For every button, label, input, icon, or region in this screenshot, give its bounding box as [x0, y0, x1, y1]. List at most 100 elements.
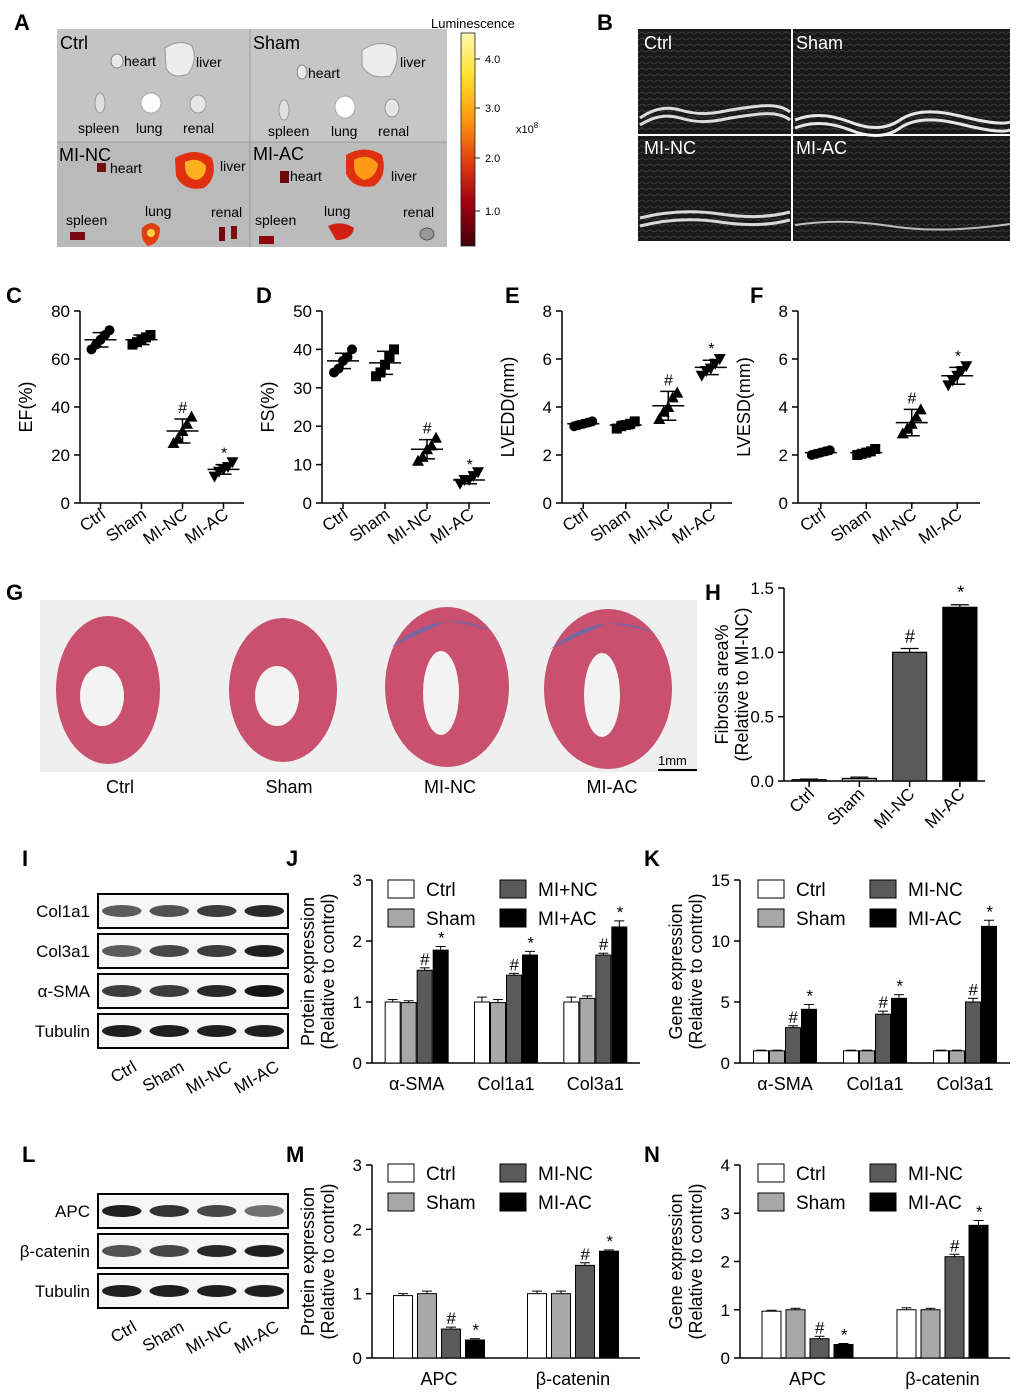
echo-label-minc: MI-NC	[644, 138, 696, 158]
organ-heart-sham	[296, 64, 308, 80]
x-tick-label: MI-NC	[384, 505, 435, 549]
legend-label: Sham	[796, 1193, 846, 1214]
colorbar	[460, 32, 476, 247]
significance-mark: *	[956, 583, 964, 603]
data-point-triangle	[181, 417, 193, 429]
panel-letter-m: M	[286, 1142, 304, 1167]
echo-label-sham: Sham	[796, 33, 843, 53]
legend-swatch	[387, 1163, 415, 1183]
significance-mark: #	[905, 626, 916, 646]
legend: Ctrl Sham MI-NC MI-AC	[757, 1163, 963, 1214]
panel-letter-f: F	[750, 283, 763, 308]
legend-swatch	[387, 908, 415, 928]
y-tick-label: 8	[543, 302, 552, 321]
legend-label: Ctrl	[796, 880, 826, 901]
bar-mi-ac	[599, 1250, 619, 1359]
y-tick-label: 3	[353, 871, 362, 890]
y-tick-label: 10	[293, 456, 312, 475]
organ-label-spleen: spleen	[255, 212, 296, 228]
y-axis-label-2: (Relative to control)	[318, 893, 338, 1049]
colorbar-title: Luminescence	[431, 16, 515, 31]
blot-lane-label: MI-NC	[183, 1057, 235, 1098]
data-point-square	[375, 367, 386, 378]
organ-label-renal: renal	[211, 204, 242, 220]
data-point-square	[870, 444, 881, 454]
blot-row-label: Col3a1	[36, 942, 90, 961]
blot-band	[102, 905, 142, 917]
significance-mark: *	[954, 348, 961, 365]
y-tick-label: 1	[353, 1285, 362, 1304]
legend-swatch	[757, 1163, 785, 1183]
legend-label: Sham	[426, 909, 476, 930]
x-tick-label: Col3a1	[936, 1074, 993, 1094]
bar-ctrl	[933, 1050, 949, 1064]
organ-label-lung: lung	[324, 203, 350, 219]
legend: Ctrl Sham MI-NC MI-AC	[387, 1163, 593, 1214]
x-tick-label: MI-AC	[181, 505, 231, 548]
organ-renal-miac	[419, 227, 435, 241]
blot-i: Col1a1 Col3a1 α-SMA Tubulin Ctrl ShamMI-NCMI-…	[35, 893, 289, 1098]
legend-label: MI-AC	[908, 1193, 962, 1214]
panel-letter-d: D	[256, 283, 272, 308]
y-tick-label: 10	[711, 932, 730, 951]
significance-mark: *	[806, 986, 814, 1005]
x-tick-label: Ctrl	[786, 784, 818, 816]
y-tick-label: 2	[543, 446, 552, 465]
significance-mark: #	[968, 980, 978, 999]
blot-lane-label: MI-AC	[231, 1057, 282, 1098]
organ-spleen-sham	[278, 99, 290, 121]
y-axis-label: Gene expression	[666, 903, 686, 1039]
bar-mi-nc	[595, 954, 612, 1064]
y-axis-label-2: (Relative to control)	[686, 893, 706, 1049]
heart-section-ac	[544, 609, 672, 769]
organ-heart-minc	[97, 163, 106, 172]
organ-label-liver: liver	[391, 168, 417, 184]
significance-mark: *	[986, 902, 994, 921]
colorbar-tick-label: 3.0	[485, 103, 500, 115]
legend-label: Sham	[426, 1193, 476, 1214]
bar-sham	[769, 1050, 785, 1064]
organ-label-spleen: spleen	[66, 212, 107, 228]
significance-mark: *	[616, 903, 624, 922]
chart-j: 0 1 2 3 Protein expression (Relative to contr…	[298, 871, 640, 1094]
organ-renal-ctrl	[189, 94, 207, 114]
x-tick-label: Col3a1	[567, 1074, 624, 1094]
bar-mi-ac	[891, 997, 907, 1064]
blot-band	[102, 1285, 142, 1297]
organ-label-renal: renal	[403, 204, 434, 220]
panel-letter-h: H	[705, 580, 721, 605]
y-tick-label: 5	[721, 993, 730, 1012]
significance-mark: *	[708, 341, 715, 358]
legend-swatch	[869, 1163, 897, 1183]
panel-letter-k: K	[644, 846, 660, 871]
blot-band	[149, 1205, 189, 1217]
data-point-circle	[104, 325, 115, 336]
y-tick-label: 0	[303, 494, 312, 513]
significance-mark: *	[220, 446, 227, 463]
organ-spleen-ctrl	[94, 92, 106, 114]
y-tick-label: 80	[51, 302, 70, 321]
legend-label: MI-AC	[908, 909, 962, 930]
data-point-square	[629, 416, 640, 427]
x-tick-label: α-SMA	[757, 1074, 812, 1094]
organ-spleen-minc	[70, 232, 85, 240]
bar-mi-ac	[801, 1008, 817, 1064]
significance-mark: *	[975, 1202, 983, 1221]
legend-label: MI-NC	[538, 1164, 593, 1185]
y-tick-label: 8	[779, 302, 788, 321]
organ-renal-sham	[384, 98, 400, 118]
y-tick-label: 4	[779, 398, 788, 417]
blot-band	[102, 1025, 142, 1037]
y-tick-label: 30	[293, 379, 312, 398]
organ-label-lung: lung	[136, 120, 162, 136]
y-tick-label: 1	[721, 1301, 730, 1320]
significance-mark: *	[527, 933, 535, 952]
x-tick-label: Ctrl	[796, 505, 829, 536]
bar-mi-nc	[965, 1001, 981, 1064]
x-tick-label: β-catenin	[536, 1369, 610, 1389]
bar-sham	[949, 1050, 965, 1064]
bar-ctrl	[384, 1001, 401, 1064]
x-tick-label: α-SMA	[389, 1074, 444, 1094]
points-mi-ac	[942, 361, 973, 392]
y-tick-label: 6	[543, 350, 552, 369]
